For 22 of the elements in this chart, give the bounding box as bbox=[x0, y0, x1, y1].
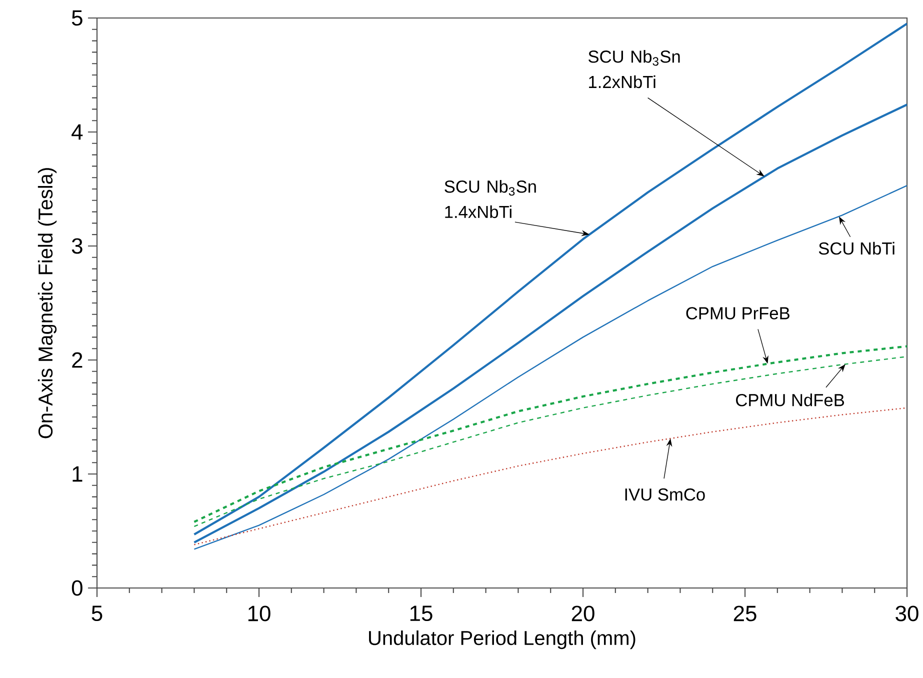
y-tick-label: 2 bbox=[72, 352, 82, 368]
series-label: SCU NbTi bbox=[818, 242, 894, 255]
x-tick-label: 25 bbox=[734, 606, 756, 622]
series-label: CPMU NdFeB bbox=[736, 394, 844, 406]
x-tick-label: 5 bbox=[92, 606, 102, 622]
y-axis-title: On-Axis Magnetic Field (Tesla) bbox=[38, 168, 57, 438]
y-tick-label: 0 bbox=[72, 580, 82, 596]
line-series bbox=[193, 104, 908, 544]
y-tick-label: 4 bbox=[72, 124, 83, 140]
text: SCU Nb$_{3}$Sn 1.2xNbTi bbox=[588, 50, 680, 88]
x-axis-title: Undulator Period Length (mm) bbox=[369, 630, 636, 650]
y-tick-label: 1 bbox=[72, 466, 82, 482]
y-tick-label: 3 bbox=[72, 238, 82, 254]
line-series bbox=[193, 22, 908, 536]
text: SCU Nb$_{3}$Sn 1.4xNbTi bbox=[444, 180, 536, 218]
text: IVU SmCo bbox=[625, 488, 705, 501]
y-tick-label: 5 bbox=[72, 10, 82, 26]
x-tick-label: 15 bbox=[410, 606, 432, 622]
x-tick-label: 30 bbox=[896, 606, 918, 622]
x-tick-label: 20 bbox=[572, 606, 594, 622]
x-tick-label: 10 bbox=[248, 606, 270, 622]
text: CPMU PrFeB bbox=[686, 307, 790, 320]
